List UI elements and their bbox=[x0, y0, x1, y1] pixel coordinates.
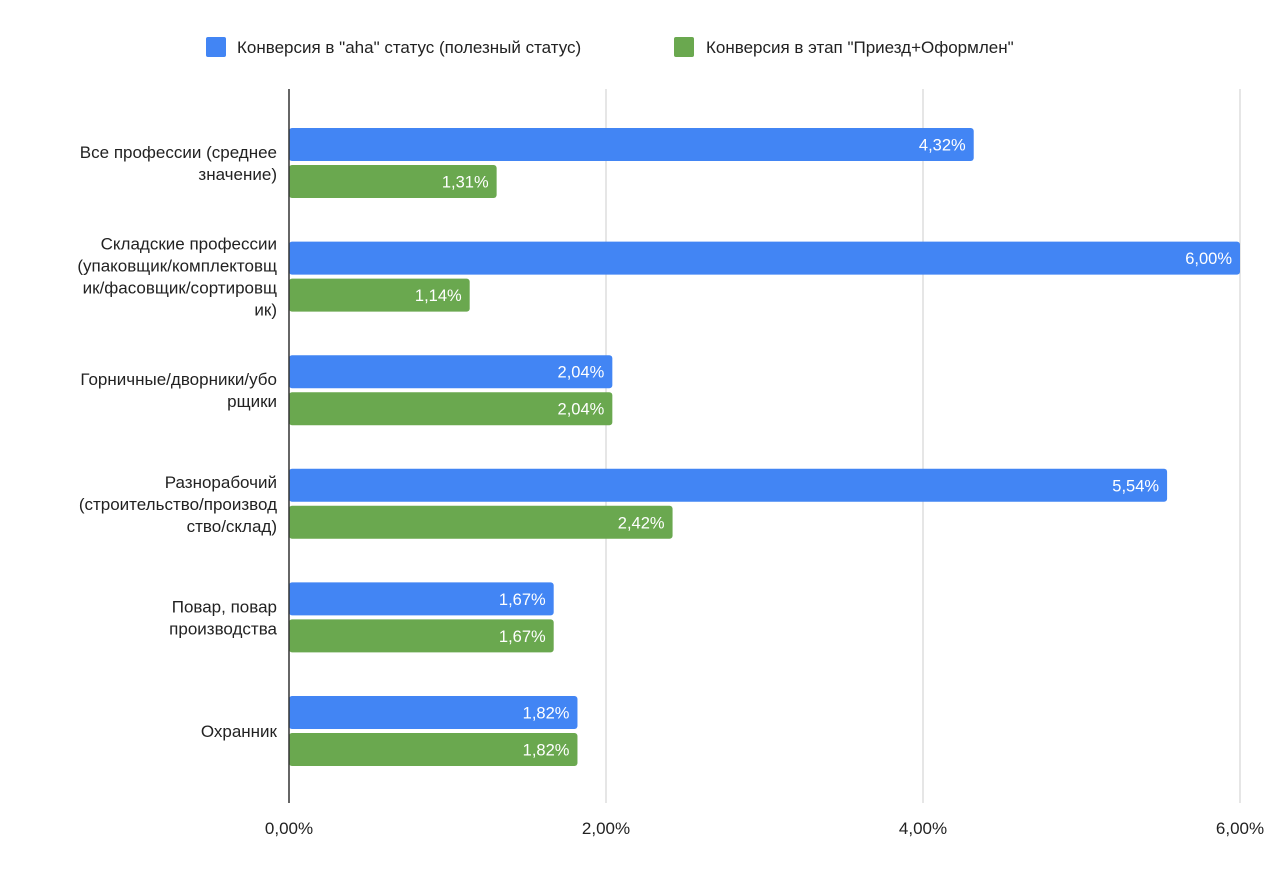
bar bbox=[289, 165, 497, 198]
category-label: Повар, повар bbox=[172, 597, 277, 616]
legend-label: Конверсия в "aha" статус (полезный стату… bbox=[237, 38, 581, 57]
bar bbox=[289, 619, 554, 653]
bar bbox=[289, 278, 470, 312]
category-label: Охранник bbox=[201, 722, 278, 741]
data-label: 6,00% bbox=[1185, 250, 1232, 268]
bar bbox=[289, 241, 1240, 275]
bar bbox=[289, 468, 1168, 502]
legend-swatch bbox=[674, 37, 694, 57]
data-label: 1,67% bbox=[499, 628, 546, 646]
bar bbox=[289, 505, 673, 539]
bar bbox=[289, 696, 578, 729]
bar bbox=[289, 128, 974, 161]
legend-swatch bbox=[206, 37, 226, 57]
category-label: значение) bbox=[198, 165, 277, 184]
bar bbox=[289, 392, 613, 426]
data-label: 1,82% bbox=[523, 742, 570, 760]
category-label: (упаковщик/комплектовщ bbox=[77, 257, 277, 276]
category-label: Разнорабочий bbox=[165, 473, 277, 492]
data-label: 2,04% bbox=[558, 364, 605, 382]
x-tick-label: 6,00% bbox=[1216, 819, 1264, 838]
bar bbox=[289, 582, 554, 616]
bar bbox=[289, 733, 578, 766]
data-label: 2,04% bbox=[558, 401, 605, 419]
category-label: рщики bbox=[227, 392, 277, 411]
category-label: ство/склад) bbox=[187, 517, 277, 536]
category-label: ик/фасовщик/сортировщ bbox=[83, 279, 277, 298]
category-label: (строительство/производ bbox=[79, 495, 277, 514]
x-tick-label: 0,00% bbox=[265, 819, 313, 838]
data-label: 1,14% bbox=[415, 287, 462, 305]
data-label: 2,42% bbox=[618, 514, 665, 532]
category-label: Все профессии (среднее bbox=[80, 143, 277, 162]
x-tick-label: 2,00% bbox=[582, 819, 630, 838]
data-label: 4,32% bbox=[919, 137, 966, 155]
legend-label: Конверсия в этап "Приезд+Оформлен" bbox=[706, 38, 1014, 57]
category-label: ик) bbox=[254, 301, 277, 320]
data-label: 5,54% bbox=[1112, 477, 1159, 495]
data-label: 1,67% bbox=[499, 591, 546, 609]
x-tick-label: 4,00% bbox=[899, 819, 947, 838]
category-label: Складские профессии bbox=[101, 235, 277, 254]
bar bbox=[289, 355, 613, 389]
data-label: 1,31% bbox=[442, 174, 489, 192]
data-label: 1,82% bbox=[523, 705, 570, 723]
category-label: производства bbox=[169, 619, 277, 638]
category-label: Горничные/дворники/убо bbox=[80, 370, 277, 389]
